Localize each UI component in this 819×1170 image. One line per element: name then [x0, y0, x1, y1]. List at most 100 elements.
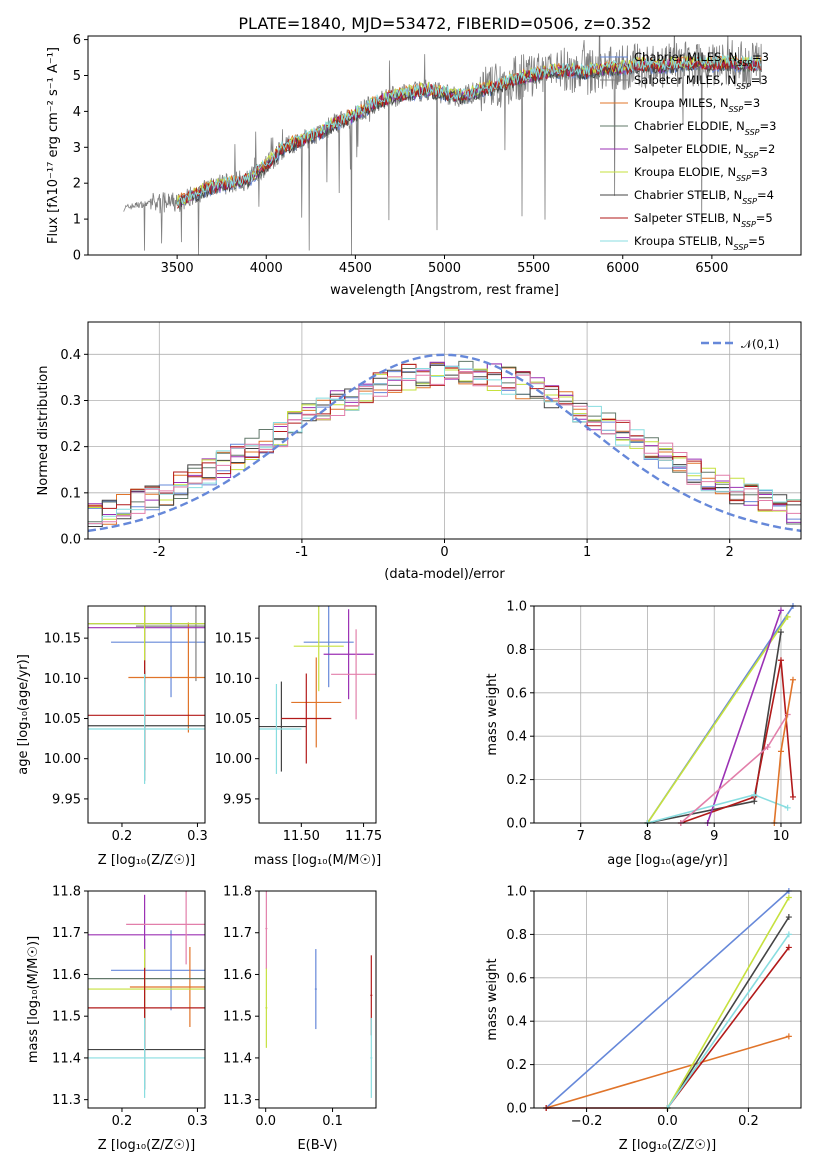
weight-marker — [764, 744, 771, 751]
axes-frame-rect — [258, 890, 377, 1109]
y-tick-label: 0.4 — [506, 1015, 527, 1030]
normal-reference-curve — [88, 353, 801, 533]
y-tick-label: 11.8 — [223, 885, 252, 900]
x-axis-label: E(B-V) — [297, 1138, 337, 1153]
y-axis-label: mass [log₁₀(M/M☉)] — [26, 936, 41, 1063]
residual-axes: -2 -1 0 1 2 0.0 0.1 0.2 0.3 0.4 Normed distributio… — [36, 321, 802, 582]
weight-marker — [785, 931, 792, 938]
y-tick-label: 0.6 — [506, 971, 527, 986]
legend-label: Chabrier ELODIE, NSSP=3 — [634, 119, 776, 137]
weight-z-axes: −0.2 0.0 0.2 0.0 0.2 0.4 0.6 0.8 1.0 mass weight Z… — [485, 885, 802, 1153]
plot-area — [123, 36, 762, 255]
x-tick-label: 11.50 — [283, 829, 320, 844]
y-tick-label: 9.95 — [52, 792, 81, 807]
plot-area — [644, 603, 796, 826]
figure-title: PLATE=1840, MJD=53472, FIBERID=0506, z=0… — [238, 14, 651, 33]
plot-area — [88, 606, 205, 784]
axes-frame: −0.2 0.0 0.2 0.0 0.2 0.4 0.6 0.8 1.0 mass weight Z… — [485, 885, 802, 1153]
legend-label: Salpeter STELIB, NSSP=5 — [634, 211, 773, 229]
weight-age-axes: 7 8 9 10 0.0 0.2 0.4 0.6 0.8 1.0 mass weight age [l… — [485, 600, 802, 868]
residual-histogram — [88, 371, 801, 525]
x-tick-label: 2 — [726, 545, 734, 560]
y-tick-label: 0.2 — [506, 1058, 527, 1073]
y-tick-label: 0.2 — [506, 773, 527, 788]
spectrum-axes: 3500 4000 4500 5000 5500 6000 6500 0 1 2 3 4 5 6 Flux … — [46, 33, 802, 298]
y-tick-label: 11.3 — [52, 1093, 81, 1108]
y-tick-label: 10.05 — [44, 712, 81, 727]
legend-label: Kroupa ELODIE, NSSP=3 — [634, 165, 768, 183]
y-tick-label: 2 — [73, 177, 81, 192]
y-tick-label: 11.4 — [52, 1051, 81, 1066]
y-tick-label: 6 — [73, 33, 81, 48]
weight-line-kroupa-elodie — [666, 897, 790, 1109]
weight-line-chabrier-stelib — [666, 916, 790, 1109]
x-tick-label: 5500 — [517, 261, 550, 276]
x-tick-label: 1 — [583, 545, 591, 560]
x-tick-label: 8 — [643, 829, 651, 844]
x-tick-label: 0.2 — [112, 1114, 133, 1129]
axes-frame-rect — [258, 605, 377, 824]
weight-marker — [777, 657, 784, 664]
x-tick-label: 0.0 — [255, 1114, 276, 1129]
y-tick-label: 10.00 — [44, 752, 81, 767]
x-axis-label: Z [log₁₀(Z/Z☉)] — [98, 1138, 195, 1153]
weight-marker — [777, 607, 784, 614]
axes-frame-rect — [87, 605, 206, 824]
y-tick-label: 11.5 — [52, 1010, 81, 1025]
plot-area — [265, 891, 373, 1098]
y-axis-label: mass weight — [485, 958, 500, 1040]
y-tick-label: 4 — [73, 105, 81, 120]
y-tick-label: 1.0 — [506, 600, 527, 615]
y-axis-label: mass weight — [485, 673, 500, 755]
axes-frame: 0.0 0.1 11.3 11.4 11.5 11.6 11.7 11.8 E(B-V) — [223, 885, 377, 1153]
y-tick-label: 10.00 — [215, 752, 252, 767]
y-tick-label: 0.1 — [60, 486, 81, 501]
x-axis-label: Z [log₁₀(Z/Z☉)] — [619, 1138, 716, 1153]
axes-frame-rect — [87, 890, 206, 1109]
axes-frame: 0.2 0.3 9.95 10.00 10.05 10.10 10.15 age [log₁₀… — [16, 605, 208, 868]
y-tick-label: 0.4 — [506, 730, 527, 745]
weight-marker — [784, 613, 791, 620]
x-tick-label: 0.2 — [738, 1114, 759, 1129]
weight-line-kroupa-elodie — [646, 616, 789, 824]
x-tick-label: 9 — [710, 829, 718, 844]
x-axis-label: mass [log₁₀(M/M☉)] — [254, 853, 381, 868]
y-tick-label: 11.4 — [223, 1051, 252, 1066]
weight-marker — [785, 1033, 792, 1040]
legend-label: Chabrier STELIB, NSSP=4 — [634, 188, 774, 206]
legend-label: Salpeter ELODIE, NSSP=2 — [634, 142, 775, 160]
axes-frame: 0.2 0.3 11.3 11.4 11.5 11.6 11.7 11.8 mass [log₁… — [26, 885, 208, 1154]
y-tick-label: 9.95 — [223, 792, 252, 807]
x-axis-label: wavelength [Angstrom, rest frame] — [330, 283, 559, 298]
weight-marker — [777, 748, 784, 755]
plot-area — [88, 353, 801, 534]
y-tick-label: 0.8 — [506, 928, 527, 943]
y-axis-label: Normed distribution — [36, 366, 51, 496]
legend-label: Chabrier MILES, NSSP=3 — [634, 50, 769, 68]
y-tick-label: 11.3 — [223, 1093, 252, 1108]
y-tick-label: 0.3 — [60, 394, 81, 409]
x-tick-label: 10 — [773, 829, 790, 844]
legend-label: Kroupa MILES, NSSP=3 — [634, 96, 760, 114]
weight-marker — [789, 676, 796, 683]
x-tick-label: 0.3 — [187, 829, 208, 844]
y-tick-label: 11.5 — [223, 1010, 252, 1025]
x-tick-label: 0.0 — [657, 1114, 678, 1129]
y-tick-label: 10.10 — [44, 672, 81, 687]
weight-line-salpeter-stelib — [680, 660, 794, 824]
weight-marker — [789, 793, 796, 800]
x-tick-label: -1 — [295, 545, 308, 560]
plot-area — [259, 606, 376, 774]
y-tick-label: 5 — [73, 69, 81, 84]
axes-frame: -2 -1 0 1 2 0.0 0.1 0.2 0.3 0.4 Normed distributio… — [36, 321, 802, 582]
y-tick-label: 11.7 — [52, 926, 81, 941]
weight-line-pink — [680, 714, 789, 824]
x-axis-label: age [log₁₀(age/yr)] — [607, 853, 728, 868]
y-tick-label: 10.10 — [215, 672, 252, 687]
weight-line-salpeter-elodie — [706, 610, 782, 824]
y-tick-label: 0.0 — [506, 817, 527, 832]
x-tick-label: 6000 — [606, 261, 639, 276]
y-tick-label: 11.6 — [52, 968, 81, 983]
y-axis-label: age [log₁₀(age/yr)] — [16, 654, 31, 775]
